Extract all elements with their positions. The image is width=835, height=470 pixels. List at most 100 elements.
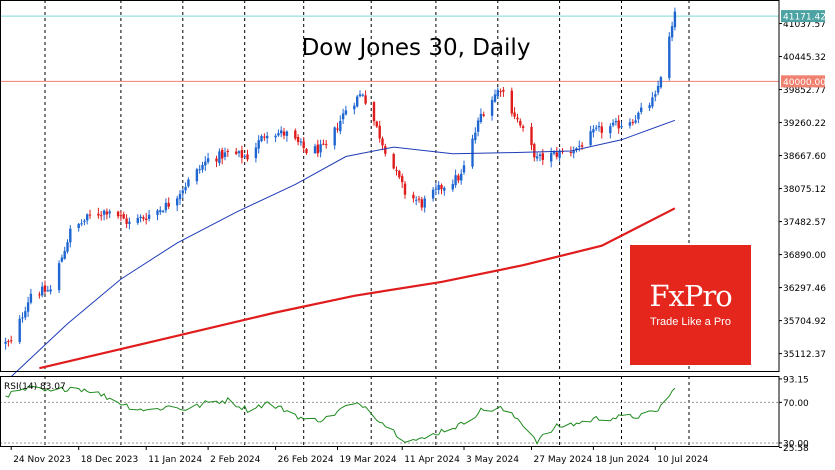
candle-up — [201, 164, 204, 170]
candle-up — [4, 341, 7, 344]
candle-down — [302, 141, 305, 149]
price-tick-label: 36890.00 — [783, 251, 826, 261]
candle-down — [403, 183, 407, 195]
candle-down — [294, 130, 297, 139]
candle-down — [116, 211, 120, 217]
candle-down — [215, 158, 218, 162]
candle-up — [471, 138, 474, 167]
candle-down — [296, 137, 300, 143]
candle-down — [510, 90, 513, 114]
candle-up — [83, 220, 86, 222]
candle-up — [223, 152, 227, 157]
candle-up — [136, 218, 139, 223]
candle-up — [651, 97, 654, 107]
candles — [4, 7, 677, 350]
candle-down — [631, 122, 634, 124]
candle-down — [417, 198, 421, 200]
candle-up — [77, 223, 80, 228]
candle-up — [341, 113, 345, 120]
candle-up — [198, 169, 201, 171]
time-tick-label: 2 Feb 2024 — [210, 455, 261, 465]
candle-up — [280, 130, 283, 134]
candle-up — [659, 77, 663, 88]
candle-up — [431, 189, 435, 199]
candle-down — [263, 136, 266, 138]
price-tick-label: 40445.32 — [783, 53, 826, 63]
rsi-panel-border — [0, 376, 780, 447]
candle-up — [184, 186, 187, 191]
candle-up — [24, 311, 27, 318]
candle-up — [161, 211, 165, 213]
candle-down — [142, 217, 145, 219]
rsi-line — [5, 385, 676, 445]
candle-up — [128, 221, 131, 224]
candle-up — [57, 263, 61, 291]
candle-down — [499, 91, 502, 93]
candle-up — [156, 210, 159, 215]
candle-down — [372, 102, 376, 122]
candle-down — [541, 153, 544, 160]
price-tick-label: 35704.92 — [783, 317, 826, 327]
candle-up — [257, 140, 260, 149]
candle-up — [344, 110, 348, 115]
candle-up — [353, 105, 356, 110]
candle-up — [274, 135, 277, 138]
candle-down — [7, 341, 10, 342]
candle-up — [634, 120, 637, 123]
price-axis-labels: 41037.57 40445.32 39852.77 39260.22 38667.60… — [779, 20, 826, 360]
candle-down — [375, 121, 378, 127]
candle-up — [597, 126, 601, 128]
candle-up — [313, 146, 317, 154]
candle-down — [420, 199, 423, 208]
time-tick-label: 26 Feb 2024 — [278, 455, 334, 465]
candle-up — [648, 105, 651, 108]
candle-up — [49, 289, 52, 292]
candle-up — [243, 155, 246, 157]
chart-frame — [0, 0, 780, 447]
time-axis-labels: 24 Nov 2023 18 Dec 2023 11 Jan 2024 2 Feb 2… — [10, 446, 709, 465]
candle-down — [440, 185, 443, 190]
candle-up — [609, 126, 612, 134]
main-panel-border — [0, 0, 780, 372]
candle-up — [333, 127, 336, 146]
candle-down — [167, 202, 170, 207]
candle-up — [490, 100, 494, 116]
candle-up — [668, 36, 671, 78]
logo-tagline: Trade Like a Pro — [650, 316, 731, 328]
candle-up — [159, 210, 162, 213]
ma-slow-line — [39, 207, 676, 370]
candle-up — [69, 228, 72, 243]
candle-up — [670, 26, 674, 38]
candle-down — [322, 143, 325, 145]
candle-up — [285, 131, 289, 136]
current-price-label: 41171.42 — [783, 13, 826, 23]
candle-down — [10, 340, 13, 342]
price-tick-label: 37482.57 — [783, 218, 826, 228]
candle-down — [325, 144, 328, 146]
candle-up — [558, 150, 561, 158]
rsi-tick-label: 70.00 — [783, 399, 809, 409]
candle-down — [119, 215, 123, 217]
candle-up — [673, 11, 677, 28]
candle-down — [221, 150, 224, 159]
candle-up — [46, 290, 49, 292]
candle-up — [102, 210, 106, 215]
candle-up — [206, 158, 210, 162]
price-tick-label: 38075.12 — [783, 185, 826, 195]
rsi-label: RSI(14) 83.07 — [4, 382, 66, 392]
candle-up — [654, 94, 657, 97]
rsi-tick-label: 25.58 — [783, 444, 809, 454]
candle-up — [496, 89, 499, 97]
candle-up — [319, 144, 322, 153]
candle-up — [176, 198, 179, 206]
candle-down — [516, 117, 519, 120]
candle-up — [552, 151, 556, 154]
candle-down — [384, 146, 387, 154]
candle-up — [572, 150, 575, 154]
price-tick-label: 35112.37 — [783, 350, 826, 360]
candle-down — [519, 120, 522, 126]
candle-down — [43, 285, 47, 292]
candle-down — [381, 138, 384, 146]
candle-down — [395, 169, 398, 171]
candle-down — [378, 125, 381, 139]
